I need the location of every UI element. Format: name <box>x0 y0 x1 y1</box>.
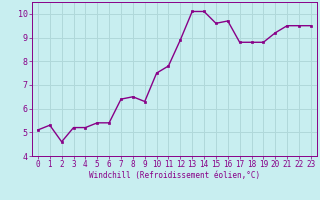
X-axis label: Windchill (Refroidissement éolien,°C): Windchill (Refroidissement éolien,°C) <box>89 171 260 180</box>
